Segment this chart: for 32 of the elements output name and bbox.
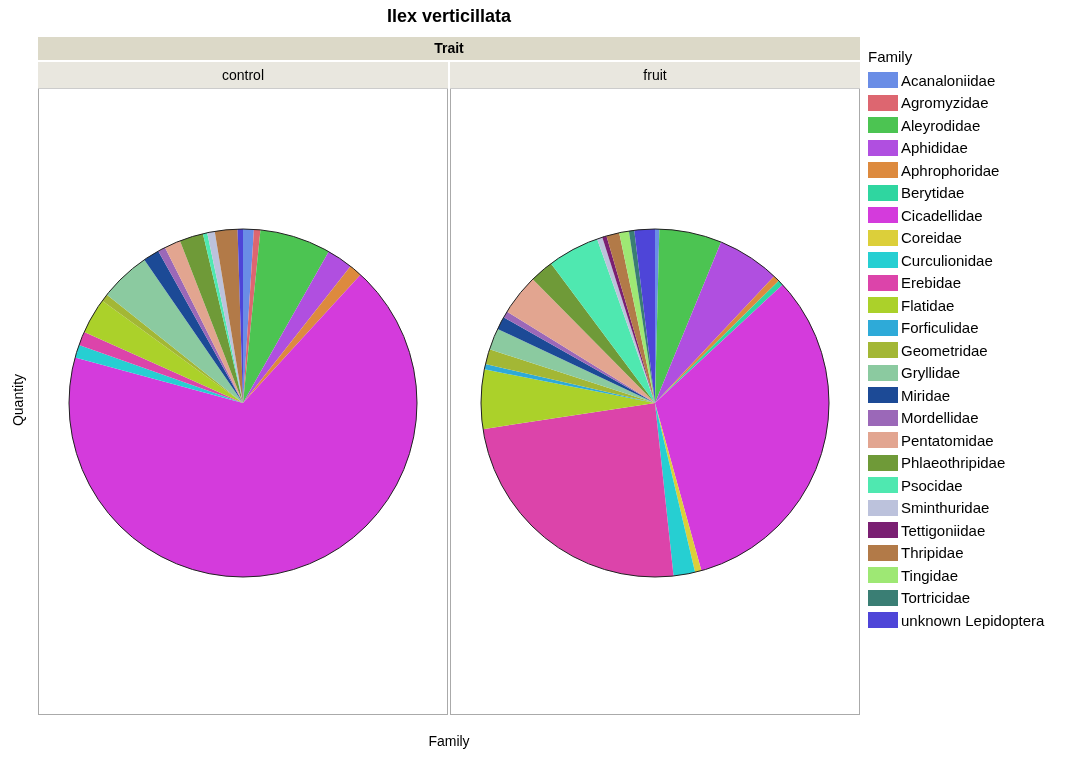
legend-label: Berytidae — [901, 184, 965, 202]
legend-label: Phlaeothripidae — [901, 454, 1006, 472]
chart-title: Ilex verticillata — [385, 6, 513, 27]
legend-label: Agromyzidae — [901, 94, 989, 112]
legend-label: Tettigoniidae — [901, 521, 986, 539]
legend-label: Thripidae — [901, 544, 964, 562]
legend-label: Erebidae — [901, 274, 962, 292]
legend-label: Geometridae — [901, 341, 988, 359]
legend-label: Forficulidae — [901, 319, 979, 337]
legend-label: Coreidae — [901, 229, 962, 247]
chart-subtitle: Trait — [38, 37, 860, 60]
legend-label: Mordellidae — [901, 409, 979, 427]
legend-label: Miridae — [901, 386, 951, 404]
legend-label: Flatidae — [901, 296, 955, 314]
legend-label: Aleyrodidae — [901, 116, 981, 134]
legend-label: Tingidae — [901, 566, 958, 584]
legend-label: Tortricidae — [901, 589, 971, 607]
legend-label: Aphrophoridae — [901, 161, 1000, 179]
legend-label: Cicadellidae — [901, 206, 983, 224]
legend-label: Pentatomidae — [901, 431, 994, 449]
text: Family — [427, 733, 471, 749]
legend-label: Psocidae — [901, 476, 963, 494]
legend-label: unknown Lepidoptera — [901, 611, 1045, 629]
legend-label: Gryllidae — [901, 364, 961, 382]
legend-label: Aphididae — [901, 139, 968, 157]
text: fruit — [450, 62, 860, 89]
legend-label: Acanaloniidae — [901, 71, 996, 89]
legend-label: Curculionidae — [901, 251, 993, 269]
text: control — [38, 62, 448, 89]
legend-title: Family — [868, 48, 914, 65]
text: Quantity — [10, 372, 26, 429]
legend-label: Sminthuridae — [901, 499, 990, 517]
